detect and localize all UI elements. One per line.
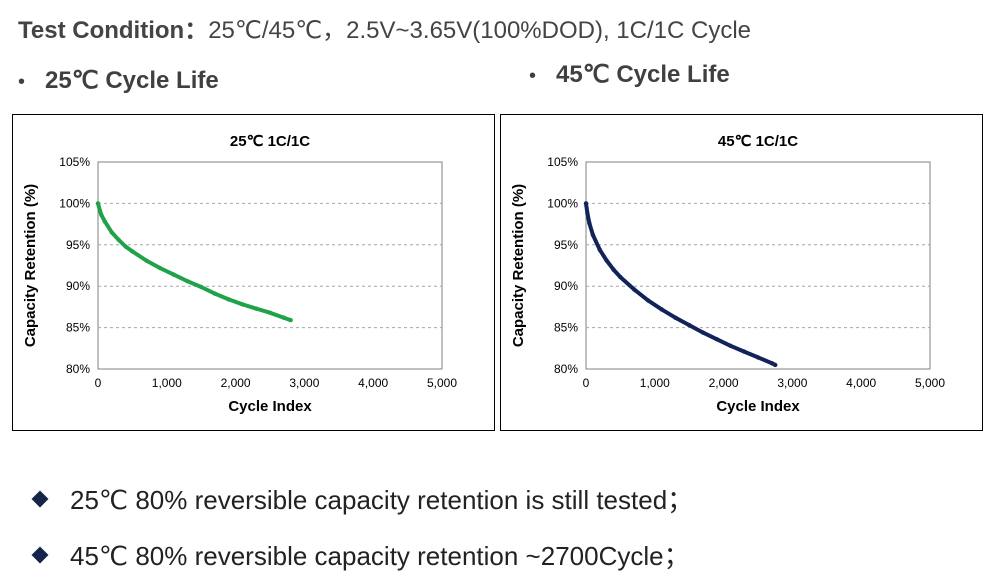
y-tick-label: 95%: [66, 238, 90, 252]
y-tick-label: 80%: [66, 362, 90, 376]
data-point: [773, 362, 778, 368]
test-condition: Test Condition：25℃/45℃，2.5V~3.65V(100%DO…: [18, 10, 751, 45]
y-tick-label: 90%: [66, 279, 90, 293]
y-axis-title: Capacity Retention (%): [22, 184, 39, 347]
y-tick-label: 80%: [554, 362, 578, 376]
data-point: [618, 274, 623, 280]
data-point: [585, 211, 590, 216]
x-axis-title: Cycle Index: [716, 398, 800, 415]
plot-area: [585, 161, 931, 370]
x-tick-label: 0: [583, 376, 590, 390]
y-tick-label: 100%: [59, 196, 90, 210]
x-tick-label: 4,000: [358, 376, 388, 390]
data-point: [212, 291, 218, 296]
chart-title: 45℃ 1C/1C: [718, 133, 798, 150]
data-point: [645, 298, 651, 303]
section-title-25c-label: 25℃ Cycle Life: [45, 67, 219, 94]
data-point: [109, 230, 115, 235]
data-point: [769, 361, 774, 366]
x-axis-title: Cycle Index: [228, 398, 312, 415]
data-point: [99, 212, 104, 218]
data-point: [116, 237, 121, 242]
data-point: [728, 343, 733, 348]
data-point: [226, 297, 231, 302]
y-tick-label: 105%: [59, 155, 90, 169]
data-point: [157, 265, 163, 271]
data-point: [123, 244, 128, 249]
data-point: [254, 306, 259, 311]
chart-title: 25℃ 1C/1C: [230, 133, 310, 150]
note-25c-text: 25℃ 80% reversible capacity retention is…: [70, 485, 694, 515]
y-tick-label: 105%: [547, 155, 578, 169]
x-tick-label: 2,000: [221, 376, 251, 390]
data-point: [587, 221, 592, 226]
y-tick-label: 85%: [66, 321, 90, 335]
x-tick-label: 5,000: [915, 376, 945, 390]
note-25c: 25℃ 80% reversible capacity retention is…: [31, 480, 694, 517]
data-point: [97, 207, 102, 213]
x-tick-label: 4,000: [846, 376, 876, 390]
data-point: [604, 258, 609, 263]
chart-45c: 80% 85% 90% 95% 100% 105% 0 1,000 2,000 3,000 4,00…: [510, 133, 945, 415]
chart-panel-25c: 80% 85% 90% 95% 100% 105% 0 1,000 2,000 3,000 4,00…: [12, 114, 495, 431]
data-point: [742, 349, 747, 354]
x-tick-label: 1,000: [640, 376, 670, 390]
x-tick-label: 0: [95, 376, 102, 390]
data-point: [185, 279, 190, 284]
data-point: [144, 258, 149, 263]
data-point: [281, 315, 286, 320]
test-condition-label: Test Condition：: [18, 17, 209, 44]
data-point: [590, 232, 596, 238]
x-tick-label: 5,000: [427, 376, 457, 390]
section-title-45c-label: 45℃ Cycle Life: [556, 61, 730, 88]
data-point: [288, 317, 293, 323]
data-point: [102, 219, 108, 224]
plot-area: [97, 161, 443, 370]
data-point: [583, 201, 589, 206]
x-tick-label: 3,000: [777, 376, 807, 390]
data-point: [130, 249, 135, 254]
section-title-25c: • 25℃ Cycle Life: [18, 66, 219, 95]
series-line: [96, 201, 293, 323]
data-point: [673, 315, 678, 320]
data-point: [199, 284, 204, 290]
x-tick-label: 2,000: [709, 376, 739, 390]
section-title-45c: • 45℃ Cycle Life: [529, 60, 730, 89]
data-point: [714, 337, 719, 342]
data-point: [597, 247, 602, 252]
x-tick-label: 1,000: [152, 376, 182, 390]
data-point: [659, 307, 664, 312]
x-tick-label: 3,000: [289, 376, 319, 390]
chart-25c: 80% 85% 90% 95% 100% 105% 0 1,000 2,000 3,000 4,00…: [22, 133, 457, 415]
bullet-dot-icon: •: [529, 65, 537, 87]
data-point: [267, 310, 273, 315]
data-point: [700, 330, 706, 335]
data-point: [240, 302, 245, 307]
y-tick-label: 85%: [554, 321, 578, 335]
y-tick-label: 95%: [554, 238, 578, 252]
diamond-bullet-icon: [31, 546, 49, 564]
diamond-bullet-icon: [31, 490, 49, 508]
note-45c-text: 45℃ 80% reversible capacity retention ~2…: [70, 541, 690, 571]
y-tick-label: 100%: [547, 196, 578, 210]
data-point: [611, 267, 616, 272]
data-point: [687, 322, 692, 328]
bullet-dot-icon: •: [18, 71, 26, 93]
chart-panel-45c: 80% 85% 90% 95% 100% 105% 0 1,000 2,000 3,000 4,00…: [500, 114, 983, 431]
data-point: [95, 201, 101, 206]
y-axis-title: Capacity Retention (%): [510, 184, 527, 347]
data-point: [632, 287, 637, 292]
test-condition-value: 25℃/45℃，2.5V~3.65V(100%DOD), 1C/1C Cycle: [208, 17, 752, 44]
data-point: [171, 272, 176, 277]
y-tick-label: 90%: [554, 279, 578, 293]
series-line: [584, 201, 778, 367]
data-point: [755, 355, 761, 360]
note-45c: 45℃ 80% reversible capacity retention ~2…: [31, 536, 690, 573]
